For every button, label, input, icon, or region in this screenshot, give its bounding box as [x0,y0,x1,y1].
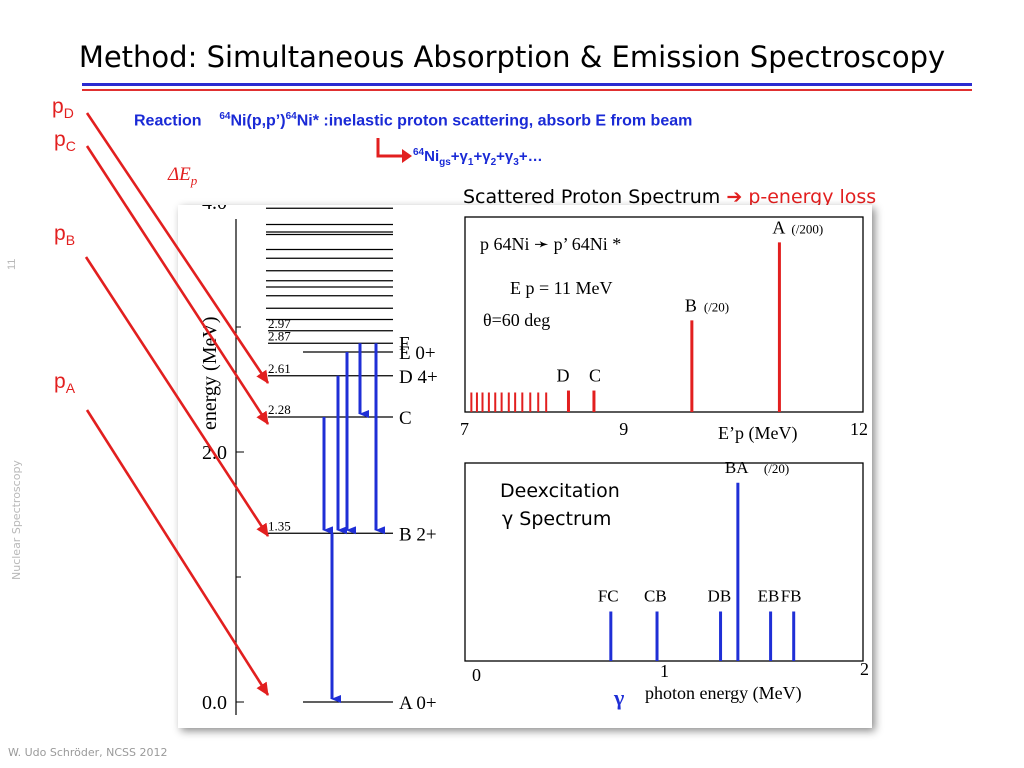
gamma-index: 3 [513,157,519,168]
delta-ep-label: ΔEp [168,164,197,189]
level-name-label: B 2+ [399,524,437,545]
level-name-label: E 0+ [399,343,436,364]
level-name-label: C [399,408,412,429]
level-energy-label: 2.97 [268,316,291,331]
gamma-x-tick: 1 [660,661,669,681]
proton-label-b: pB [54,222,76,249]
axis-tick-label: 0.0 [202,692,227,714]
gamma-title-line: Deexcitation [500,480,620,502]
gamma-spectrum-frame [464,462,864,662]
proton-peak-label: C [589,366,601,386]
mass-number: 64 [285,111,297,122]
reaction-label: Reaction [134,112,202,130]
mass-number: 64 [413,147,425,158]
proton-label-a: pA [54,370,76,397]
proton-spectrum-frame [464,216,864,413]
proton-peak-label: B [685,295,697,315]
decay-chain: 64Nigs+γ1+γ2+γ3+… [413,147,543,168]
gamma-title-line: γ Spectrum [502,508,611,530]
level-name-label: A 0+ [399,693,437,714]
axis-tick-label: 4.0 [202,205,227,214]
chain-nucleus: Ni [424,148,440,165]
delta-symbol: ΔE [168,164,191,185]
spectrum-heading: Scattered Proton Spectrum ➔ p-energy los… [463,186,876,208]
proton-annotation: θ=60 deg [483,310,550,330]
level-energy-label: 2.87 [268,328,291,343]
title-rule-blue [82,83,972,86]
spectrum-heading-result: p-energy loss [748,186,877,208]
gamma-peak-label: DB [708,587,732,606]
proton-x-tick: 12 [850,419,868,439]
gamma-index: 2 [490,157,497,168]
reaction-equation: Reaction 64Ni(p,p’)64Ni* :inelastic prot… [134,111,692,130]
gamma-peak-label: FC [598,587,619,606]
chain-gamma: +γ [473,148,491,165]
proton-peak-scale: (/200) [791,221,823,236]
chain-state: gs [439,157,451,168]
level-energy-label: 2.61 [268,361,291,376]
gamma-peak-label: EB [758,587,780,606]
proton-annotation: p 64Ni ➛ p’ 64Ni * [480,234,621,254]
figure-svg: 4.0 2.0 0.0 energy (MeV) 2.972.87 FE 0+ 2.61 D … [199,192,869,715]
spectrum-heading-text: Scattered Proton Spectrum [463,186,721,208]
proton-peak-label: D [556,366,569,386]
level-name-label: F [399,333,410,354]
proton-label-c: pC [54,128,76,155]
chain-gamma: +γ [496,148,514,165]
reaction-equation-mid: Ni(p,p’) [230,112,286,130]
slide-number: 11 [6,258,18,270]
level-energy-label: 2.28 [268,402,291,417]
gamma-x-label: photon energy (MeV) [645,683,802,704]
footer-credit: W. Udo Schröder, NCSS 2012 [8,746,168,759]
right-arrow-icon: ➔ [726,186,743,208]
proton-peak-label: A [772,217,785,237]
slide-title: Method: Simultaneous Absorption & Emissi… [78,40,946,74]
axis-title: energy (MeV) [199,317,221,430]
delta-sub: p [190,172,198,188]
proton-x-tick: 9 [619,419,628,439]
chain-gamma: +γ [450,148,468,165]
proton-annotation: E p = 11 MeV [510,278,612,298]
title-rule-red [82,89,972,91]
chain-tail: +… [518,148,543,165]
gamma-index: 1 [467,157,474,168]
gamma-axis-symbol: γ [613,685,624,710]
figure-panel: 4.0 2.0 0.0 energy (MeV) 2.972.87 FE 0+ 2.61 D … [178,192,872,728]
decay-arrow-icon [376,138,412,163]
mass-number: 64 [219,111,231,122]
reaction-equation-end: Ni* :inelastic proton scattering, absorb… [296,112,693,130]
proton-x-label: E’p (MeV) [718,423,797,444]
gamma-x-tick: 2 [860,659,869,679]
gamma-peak-label: FB [781,587,802,606]
gamma-peak-label: BA [725,458,749,477]
proton-peak-scale: (/20) [704,299,729,314]
proton-x-tick: 7 [460,419,469,439]
level-energy-label: 1.35 [268,518,291,533]
proton-label-d: pD [52,95,74,122]
side-topic-label: Nuclear Spectroscopy [10,460,23,580]
gamma-peak-scale: (/20) [764,461,789,476]
level-name-label: D 4+ [399,367,438,388]
gamma-peak-label: CB [644,587,667,606]
axis-tick-label: 2.0 [202,442,227,464]
gamma-x-tick: 0 [472,665,481,685]
